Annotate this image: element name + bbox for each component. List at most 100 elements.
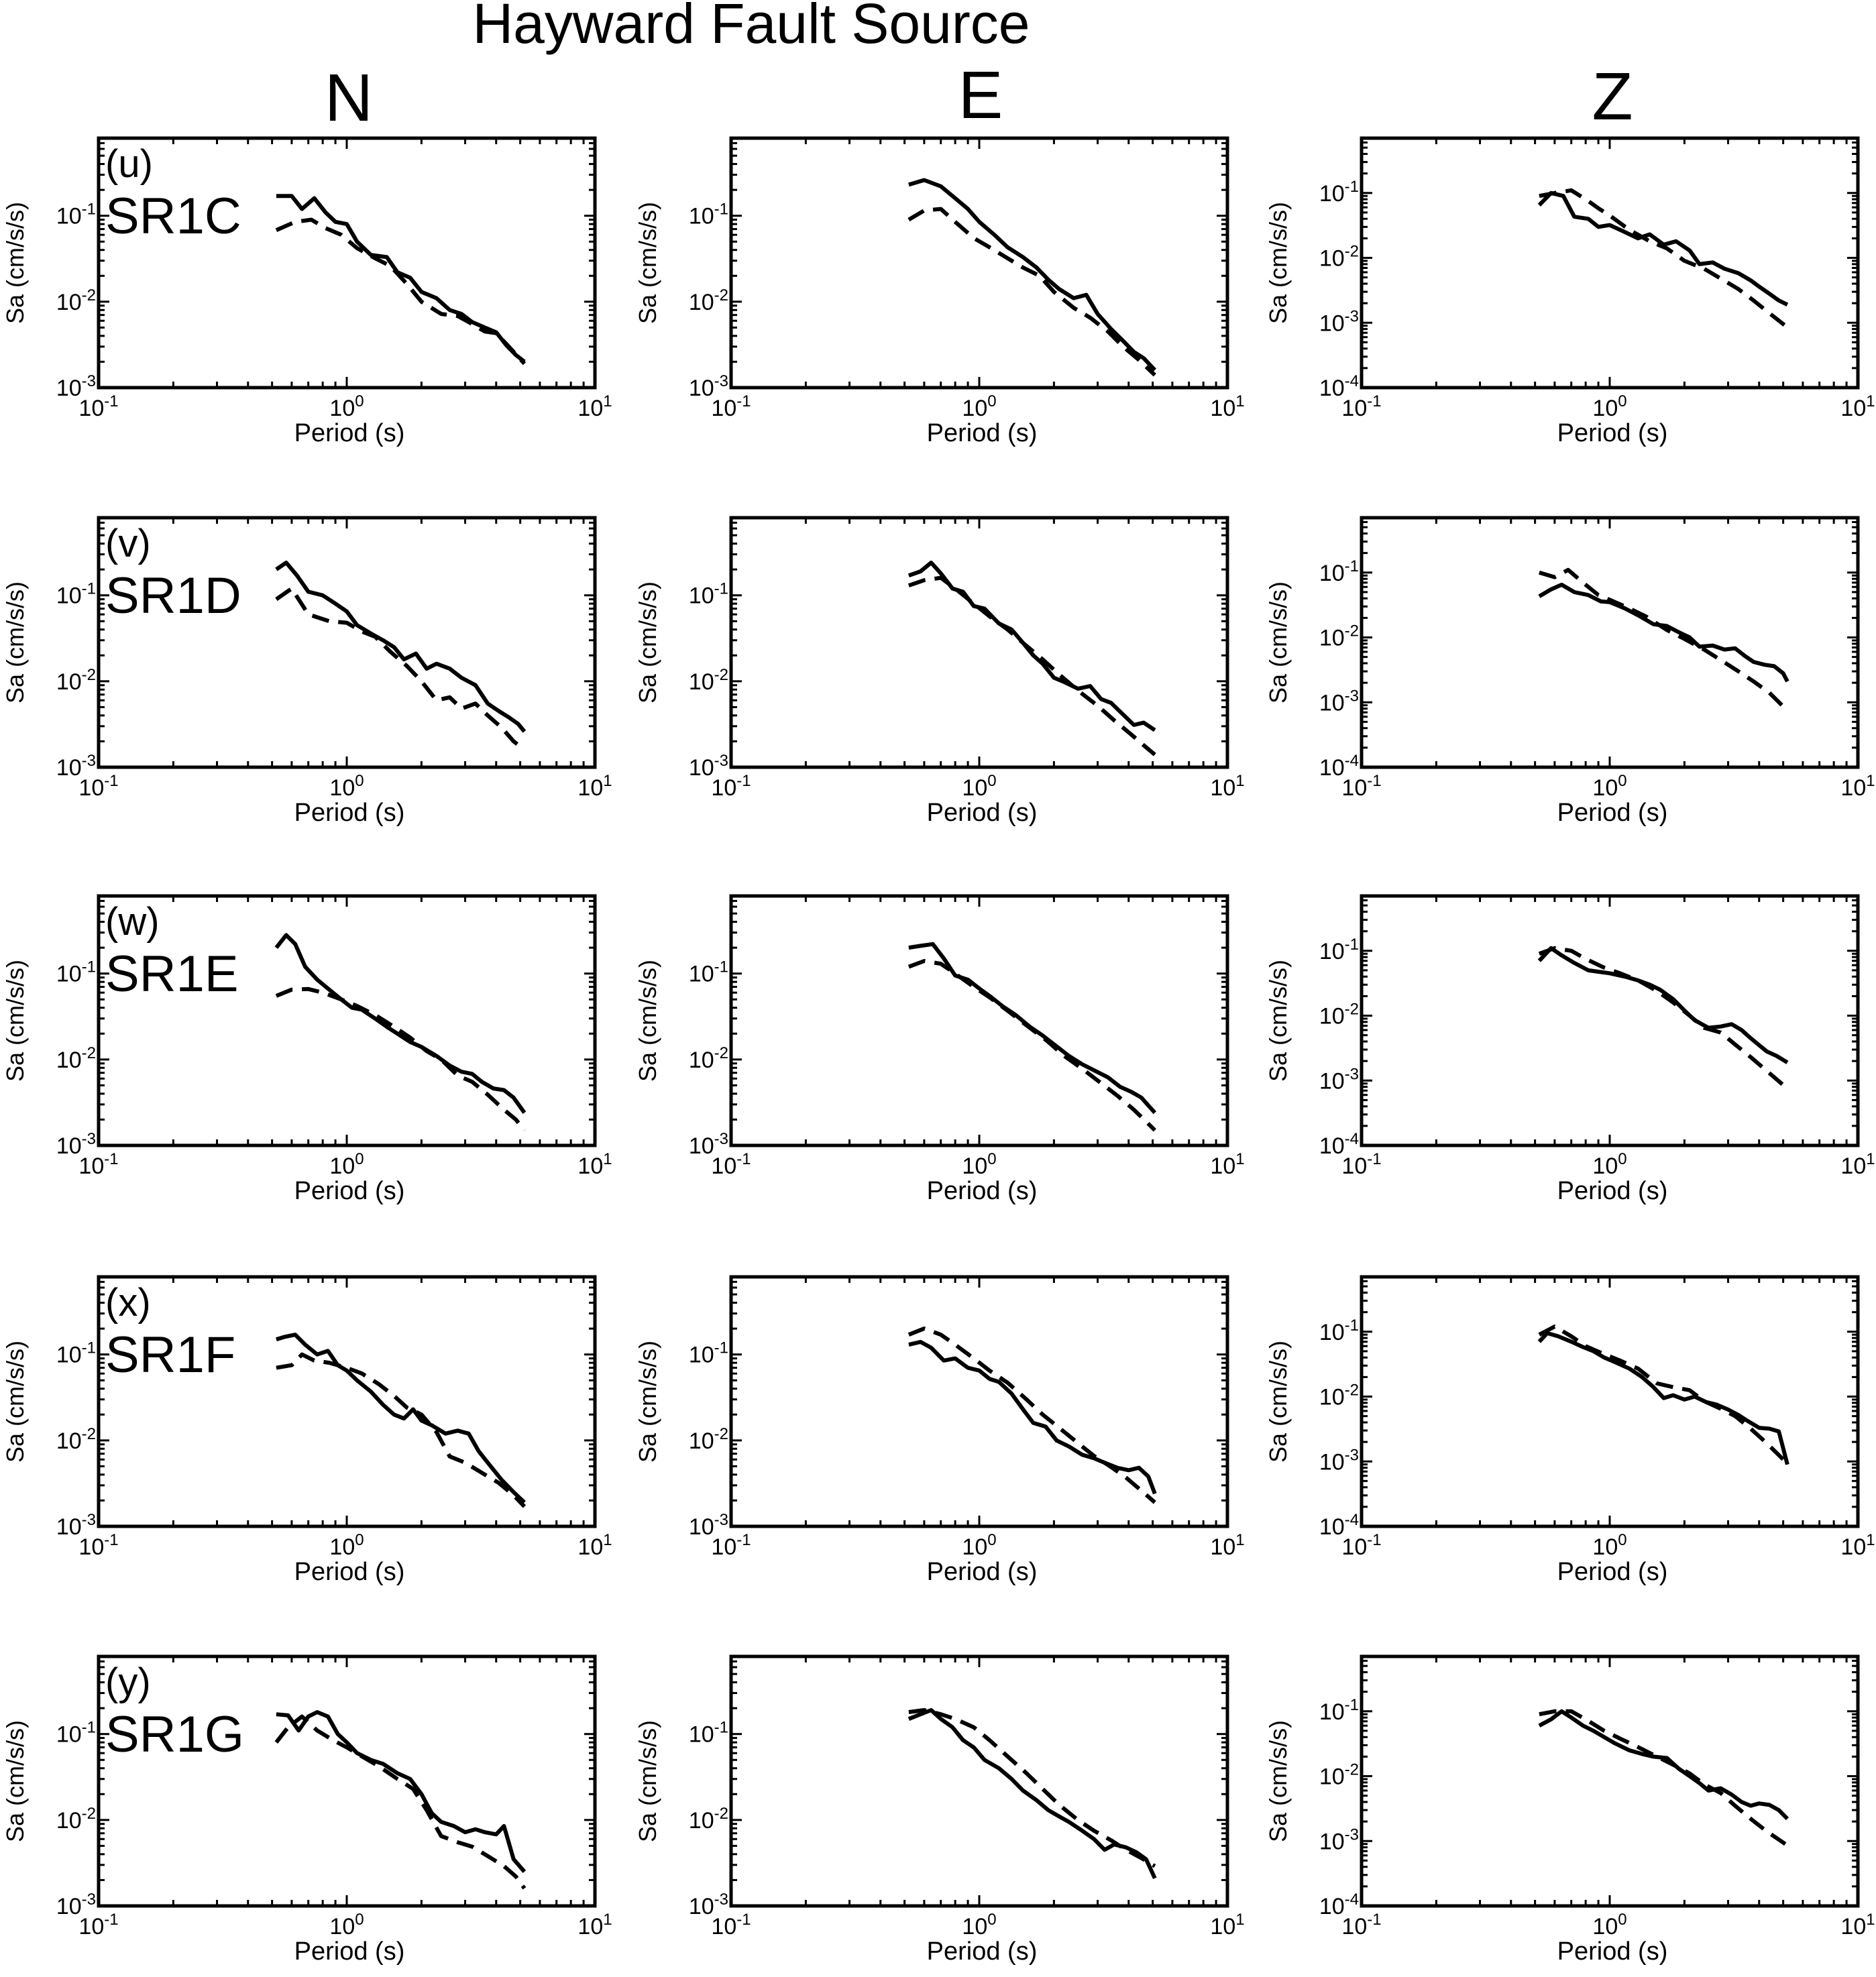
plot-frame [729,136,1229,390]
x-tick-label: 101 [577,1531,612,1560]
series-line-solid [908,178,1156,372]
column-header-n: N [325,60,373,135]
panel-2-2: 10-1 100 101 10-4 10-3 10-2 10-1 Period (s) Sa (… [1264,894,1875,1205]
y-tick-label: 10-2 [689,1805,728,1833]
plot-frame [1360,516,1860,769]
series-line-dashed [907,959,1156,1132]
panel-0-0: 10-1 100 101 10-3 10-2 10-1 Period (s) Sa (cm/s… [1,136,612,447]
y-tick-label: 10-2 [689,1425,728,1454]
y-tick-label: 10-3 [1319,1446,1359,1475]
panel-2-0: 10-1 100 101 10-3 10-2 10-1 Period (s) Sa (cm/s… [1,894,612,1205]
x-tick-label: 100 [1592,392,1626,421]
x-axis-label: Period (s) [294,1937,405,1966]
series-line-solid [1537,190,1789,306]
y-tick-label: 10-1 [1319,557,1359,586]
x-tick-label: 101 [577,772,612,801]
figure-title: Hayward Fault Source [472,0,1030,55]
plot-frame [729,1654,1229,1908]
y-tick-label: 10-4 [1319,372,1359,401]
x-tick-label: 10-1 [711,772,751,801]
x-tick-label: 100 [329,772,364,801]
panel-letter: (w) [105,900,160,944]
panel-3-1: 10-1 100 101 10-3 10-2 10-1 Period (s) Sa (cm/s… [634,1275,1245,1586]
y-tick-label: 10-1 [1319,1316,1359,1345]
y-axis-label: Sa (cm/s/s) [634,960,661,1082]
y-tick-label: 10-3 [1319,1065,1359,1094]
y-tick-label: 10-2 [56,1805,96,1833]
panel-letter: (u) [105,142,153,186]
series-line-solid [907,1708,1157,1879]
x-tick-label: 100 [962,772,996,801]
series-line-dashed [907,575,1156,756]
x-axis-label: Period (s) [927,1558,1038,1586]
series-line-solid [275,561,527,733]
series-line-solid [1538,582,1789,683]
y-tick-label: 10-4 [1319,1130,1359,1159]
y-tick-label: 10-1 [689,1339,728,1368]
column-header-z: Z [1592,59,1633,134]
x-tick-label: 10-1 [78,392,118,421]
panel-2-1: 10-1 100 101 10-3 10-2 10-1 Period (s) Sa (cm/s… [634,894,1245,1205]
x-axis-label: Period (s) [927,1937,1038,1966]
y-axis-label: Sa (cm/s/s) [1,1720,29,1842]
panel-letter: (x) [105,1281,151,1324]
x-tick-label: 100 [962,392,996,421]
series-line-dashed [275,217,527,365]
y-axis-label: Sa (cm/s/s) [1,581,29,703]
series-line-dashed [1539,188,1787,328]
y-tick-label: 10-2 [689,286,728,315]
series-line-solid [276,1710,527,1873]
x-tick-label: 100 [329,392,364,421]
x-tick-label: 10-1 [78,772,118,801]
x-tick-label: 10-1 [711,392,751,421]
x-axis-label: Period (s) [294,1558,405,1586]
y-tick-label: 10-1 [689,580,728,609]
x-axis-label: Period (s) [1557,1177,1668,1205]
x-tick-label: 100 [329,1911,364,1939]
plot-frame [97,1275,597,1528]
panels: 10-1 100 101 10-3 10-2 10-1 Period (s) Sa (cm/s… [1,136,1875,1966]
y-axis-label: Sa (cm/s/s) [1,1341,29,1463]
series-line-dashed [274,1714,527,1890]
x-tick-label: 100 [1592,1150,1626,1179]
x-tick-label: 101 [1840,1150,1875,1179]
panel-4-2: 10-1 100 101 10-4 10-3 10-2 10-1 Period (s) Sa (… [1264,1654,1875,1966]
series-line-solid [1537,1331,1789,1465]
x-axis-label: Period (s) [1557,419,1668,447]
x-tick-label: 10-1 [711,1150,751,1179]
y-tick-label: 10-2 [1319,622,1359,651]
y-tick-label: 10-1 [689,958,728,987]
plot-frame [1360,136,1860,390]
y-tick-label: 10-1 [689,201,728,229]
y-tick-label: 10-4 [1319,1511,1359,1540]
x-axis-label: Period (s) [927,419,1038,447]
x-axis-label: Period (s) [1557,1558,1668,1586]
y-tick-label: 10-3 [56,1130,96,1159]
series-line-dashed [275,586,526,752]
y-tick-label: 10-2 [689,1044,728,1073]
series-line-dashed [908,1708,1156,1868]
station-label: SR1E [105,946,239,1003]
series-line-solid [276,1333,526,1504]
x-tick-label: 100 [962,1531,996,1560]
y-axis-label: Sa (cm/s/s) [634,1341,661,1463]
y-tick-label: 10-1 [1319,936,1359,964]
y-tick-label: 10-4 [1319,752,1359,781]
plot-frame [1360,894,1860,1147]
x-tick-label: 101 [1840,392,1875,421]
x-tick-label: 10-1 [1341,772,1381,801]
y-tick-label: 10-2 [1319,243,1359,272]
series-line-dashed [1538,946,1787,1088]
x-tick-label: 100 [329,1531,364,1560]
y-tick-label: 10-3 [689,1511,728,1540]
y-axis-label: Sa (cm/s/s) [1,202,29,324]
y-tick-label: 10-1 [1319,178,1359,207]
panel-letter: (v) [105,522,151,565]
series-line-dashed [1538,1324,1787,1463]
x-tick-label: 10-1 [1341,1911,1381,1939]
panel-1-0: 10-1 100 101 10-3 10-2 10-1 Period (s) Sa (cm/s… [1,516,612,827]
y-tick-label: 10-1 [689,1719,728,1748]
y-axis-label: Sa (cm/s/s) [634,202,661,324]
y-axis-label: Sa (cm/s/s) [1,960,29,1082]
y-tick-label: 10-2 [56,286,96,315]
